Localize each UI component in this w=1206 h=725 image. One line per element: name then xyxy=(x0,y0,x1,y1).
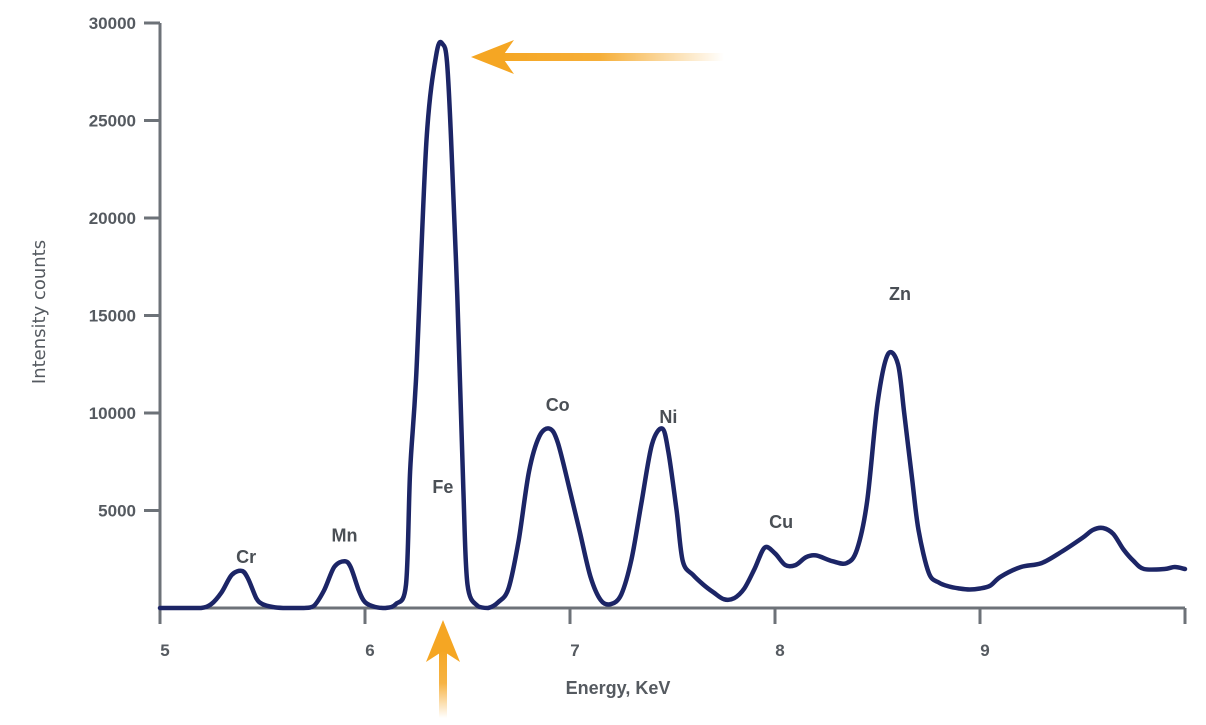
peak-label-co: Co xyxy=(546,395,570,415)
peak-label-cr: Cr xyxy=(236,547,256,567)
axes: 5000 10000 15000 20000 25000 30000 5 6 7 8 9 xyxy=(89,14,1187,660)
peak-label-ni: Ni xyxy=(659,407,677,427)
peak-height-arrow-icon xyxy=(471,40,724,74)
y-axis-title: Intensity counts xyxy=(29,240,50,384)
x-tick-label: 9 xyxy=(980,641,989,660)
y-tick-label: 10000 xyxy=(89,404,136,423)
x-axis-title: Energy, KeV xyxy=(566,678,671,698)
y-tick-label: 15000 xyxy=(89,307,136,326)
x-tick-label: 5 xyxy=(160,641,169,660)
peak-label-fe: Fe xyxy=(432,477,453,497)
peak-energy-arrow-icon xyxy=(426,620,460,718)
y-tick-label: 30000 xyxy=(89,14,136,33)
peak-label-cu: Cu xyxy=(769,512,793,532)
spectrum-line xyxy=(157,39,1188,611)
y-tick-label: 5000 xyxy=(98,502,136,521)
peak-label-mn: Mn xyxy=(332,526,358,546)
x-tick-label: 6 xyxy=(365,641,374,660)
x-tick-label: 8 xyxy=(775,641,784,660)
peak-label-zn: Zn xyxy=(889,284,911,304)
x-tick-label: 7 xyxy=(570,641,579,660)
y-tick-label: 20000 xyxy=(89,209,136,228)
peak-labels: Cr Mn Fe Co Ni Cu Zn xyxy=(236,284,911,567)
y-tick-label: 25000 xyxy=(89,112,136,131)
